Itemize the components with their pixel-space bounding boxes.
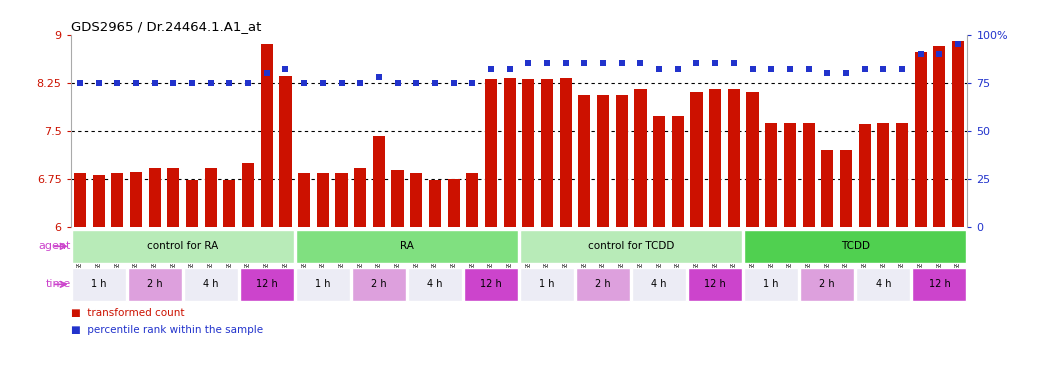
Bar bbox=[72, 230, 294, 263]
Bar bbox=[130, 172, 142, 384]
Bar bbox=[74, 173, 86, 384]
Bar bbox=[148, 168, 161, 384]
Bar bbox=[352, 268, 406, 301]
Bar bbox=[802, 123, 815, 384]
Bar bbox=[856, 268, 910, 301]
Text: 12 h: 12 h bbox=[256, 279, 277, 289]
Text: 12 h: 12 h bbox=[929, 279, 950, 289]
Bar bbox=[840, 150, 852, 384]
Text: ■  percentile rank within the sample: ■ percentile rank within the sample bbox=[71, 325, 263, 336]
Bar bbox=[952, 41, 964, 384]
Text: 1 h: 1 h bbox=[540, 279, 554, 289]
Text: 2 h: 2 h bbox=[595, 279, 611, 289]
Bar bbox=[520, 230, 742, 263]
Bar bbox=[429, 180, 441, 384]
Bar bbox=[335, 174, 348, 384]
Bar bbox=[72, 268, 126, 301]
Bar bbox=[223, 180, 236, 384]
Text: 2 h: 2 h bbox=[146, 279, 163, 289]
Bar bbox=[279, 76, 292, 384]
Text: 4 h: 4 h bbox=[428, 279, 442, 289]
Bar bbox=[688, 268, 742, 301]
Bar bbox=[447, 179, 460, 384]
Bar bbox=[765, 123, 777, 384]
Text: 4 h: 4 h bbox=[876, 279, 891, 289]
Bar bbox=[485, 79, 497, 384]
Bar bbox=[597, 95, 609, 384]
Text: ■  transformed count: ■ transformed count bbox=[71, 308, 184, 318]
Text: GDS2965 / Dr.24464.1.A1_at: GDS2965 / Dr.24464.1.A1_at bbox=[71, 20, 261, 33]
Text: agent: agent bbox=[38, 241, 71, 252]
Text: 2 h: 2 h bbox=[819, 279, 836, 289]
Bar bbox=[520, 268, 574, 301]
Bar bbox=[858, 124, 871, 384]
Text: 12 h: 12 h bbox=[705, 279, 726, 289]
Bar bbox=[391, 170, 404, 384]
Bar bbox=[204, 168, 217, 384]
Text: control for TCDD: control for TCDD bbox=[588, 241, 675, 251]
Bar bbox=[933, 46, 946, 384]
Bar bbox=[632, 268, 686, 301]
Bar bbox=[92, 175, 105, 384]
Bar bbox=[410, 173, 422, 384]
Bar bbox=[184, 268, 238, 301]
Bar bbox=[653, 116, 665, 384]
Text: 1 h: 1 h bbox=[764, 279, 778, 289]
Text: 12 h: 12 h bbox=[481, 279, 501, 289]
Text: 2 h: 2 h bbox=[371, 279, 387, 289]
Bar bbox=[522, 79, 535, 384]
Bar bbox=[912, 268, 966, 301]
Text: RA: RA bbox=[400, 241, 414, 251]
Bar bbox=[466, 173, 479, 384]
Bar bbox=[728, 89, 740, 384]
Bar bbox=[576, 268, 630, 301]
Bar bbox=[240, 268, 294, 301]
Bar bbox=[559, 78, 572, 384]
Text: 4 h: 4 h bbox=[203, 279, 218, 289]
Bar bbox=[354, 168, 366, 384]
Bar bbox=[578, 95, 591, 384]
Text: control for RA: control for RA bbox=[147, 241, 218, 251]
Bar bbox=[821, 150, 834, 384]
Bar bbox=[408, 268, 462, 301]
Text: 4 h: 4 h bbox=[652, 279, 666, 289]
Bar bbox=[784, 123, 796, 384]
Bar bbox=[914, 53, 927, 384]
Bar bbox=[690, 92, 703, 384]
Text: 1 h: 1 h bbox=[316, 279, 330, 289]
Bar bbox=[800, 268, 854, 301]
Bar bbox=[744, 230, 966, 263]
Bar bbox=[744, 268, 798, 301]
Bar bbox=[634, 89, 647, 384]
Bar bbox=[373, 136, 385, 384]
Bar bbox=[464, 268, 518, 301]
Text: time: time bbox=[46, 279, 71, 290]
Bar bbox=[317, 173, 329, 384]
Bar bbox=[111, 173, 124, 384]
Bar bbox=[877, 123, 890, 384]
Bar bbox=[298, 173, 310, 384]
Text: 1 h: 1 h bbox=[91, 279, 106, 289]
Bar bbox=[128, 268, 182, 301]
Bar bbox=[672, 116, 684, 384]
Bar bbox=[709, 89, 721, 384]
Bar bbox=[296, 268, 350, 301]
Bar bbox=[503, 78, 516, 384]
Bar bbox=[746, 92, 759, 384]
Bar bbox=[261, 44, 273, 384]
Bar bbox=[242, 162, 254, 384]
Bar bbox=[541, 79, 553, 384]
Bar bbox=[296, 230, 518, 263]
Bar bbox=[616, 95, 628, 384]
Bar bbox=[167, 168, 180, 384]
Bar bbox=[896, 123, 908, 384]
Text: TCDD: TCDD bbox=[841, 241, 870, 251]
Bar bbox=[186, 180, 198, 384]
